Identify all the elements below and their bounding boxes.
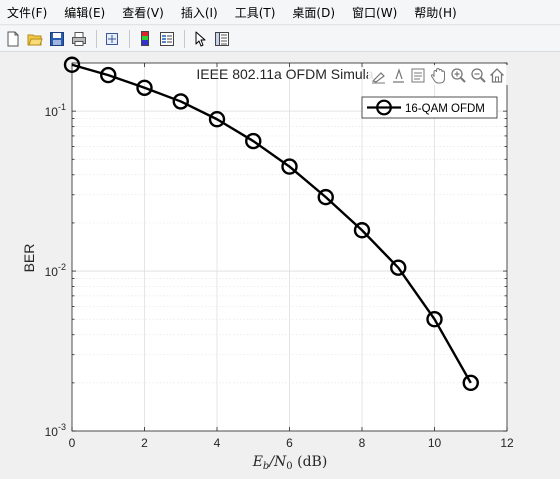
x-tick-label: 6: [286, 436, 293, 450]
data-point-marker: [245, 132, 262, 150]
legend-entry-label: 16-QAM OFDM: [405, 103, 485, 115]
menu-view[interactable]: 查看(V): [122, 5, 164, 20]
toolbar-separator: [129, 29, 130, 48]
pan-hand-icon[interactable]: [430, 67, 445, 84]
legend-marker-sample: [376, 99, 392, 116]
link-plot-icon: [106, 32, 118, 45]
menu-window[interactable]: 窗口(W): [352, 5, 398, 20]
toolbar-separator: [184, 29, 185, 48]
chart-title: IEEE 802.11a OFDM Simula: [196, 66, 373, 82]
edit-plot-button[interactable]: [190, 29, 210, 49]
data-point-marker: [390, 259, 407, 276]
open-file-button[interactable]: [25, 29, 45, 49]
x-tick-label: 10: [428, 436, 442, 450]
toolbar-separator: [96, 29, 97, 48]
print-button[interactable]: [69, 29, 89, 49]
data-point-marker: [353, 222, 371, 239]
folder-open-icon: [27, 34, 43, 45]
arrow-cursor-icon: [195, 31, 206, 46]
new-file-icon: [7, 31, 19, 46]
menu-tools[interactable]: 工具(T): [234, 5, 276, 20]
x-tick-label: 2: [141, 436, 148, 450]
data-point-marker: [63, 56, 81, 73]
data-point-marker: [208, 111, 226, 128]
x-tick-label: 0: [69, 436, 76, 450]
save-icon: [50, 31, 64, 46]
data-point-marker: [100, 66, 117, 84]
new-figure-button[interactable]: [3, 29, 23, 49]
data-point-marker: [462, 374, 479, 392]
y-tick-label: 10-2: [45, 262, 66, 279]
data-point-marker: [172, 93, 189, 110]
restore-view-home-icon[interactable]: [490, 68, 504, 83]
zoom-out-icon[interactable]: [471, 68, 486, 83]
property-inspector-button[interactable]: [212, 29, 232, 49]
x-tick-label: 8: [359, 436, 366, 450]
colorbar-icon: [141, 30, 149, 46]
plot-svg: 0 2 4 6 8 10 12 10-1 10-2 10-3 IEEE 802.11a OFDM …: [21, 56, 514, 472]
menu-desktop[interactable]: 桌面(D): [292, 5, 336, 20]
legend-box: [361, 96, 498, 119]
insert-legend-button[interactable]: [157, 29, 177, 49]
y-axis-label: BER: [21, 244, 37, 273]
insert-colorbar-button[interactable]: [135, 29, 155, 49]
figure-canvas: 0 2 4 6 8 10 12 10-1 10-2 10-3 IEEE 802.11a OFDM …: [0, 53, 560, 475]
brush-icon[interactable]: [371, 72, 385, 84]
data-tips-icon[interactable]: [393, 68, 404, 83]
legend[interactable]: 16-QAM OFDM: [361, 96, 498, 119]
menu-insert[interactable]: 插入(I): [180, 5, 218, 20]
data-point-marker: [136, 79, 153, 96]
menu-bar: 文件(F) 编辑(E) 查看(V) 插入(I) 工具(T) 桌面(D) 窗口(W…: [0, 0, 560, 25]
save-button[interactable]: [47, 29, 67, 49]
y-tick-label: 10-3: [45, 422, 66, 439]
axes-toolbar: [368, 65, 508, 85]
menu-help[interactable]: 帮助(H): [414, 5, 457, 20]
axes-toolbar-background: [368, 65, 508, 85]
x-tick-label: 4: [214, 436, 221, 450]
y-tick-label: 10-1: [45, 102, 66, 119]
legend-icon: [160, 31, 174, 46]
menu-edit[interactable]: 编辑(E): [64, 5, 106, 20]
x-tick-label: 12: [500, 436, 514, 450]
figure-toolbar: [0, 26, 560, 52]
x-axis-label: Eb/N0 (dB): [252, 454, 328, 472]
data-series: [63, 56, 479, 392]
data-point-marker: [317, 188, 334, 206]
axes-frame: 0 2 4 6 8 10 12 10-1 10-2 10-3: [45, 62, 514, 450]
menu-file[interactable]: 文件(F): [7, 5, 48, 20]
data-point-marker: [426, 311, 443, 328]
property-inspector-icon: [215, 31, 229, 46]
data-point-marker: [281, 158, 298, 175]
link-plot-button[interactable]: [102, 29, 122, 49]
zoom-in-icon[interactable]: [451, 68, 466, 83]
edit-axes-icon[interactable]: [411, 68, 425, 83]
printer-icon: [72, 31, 86, 46]
